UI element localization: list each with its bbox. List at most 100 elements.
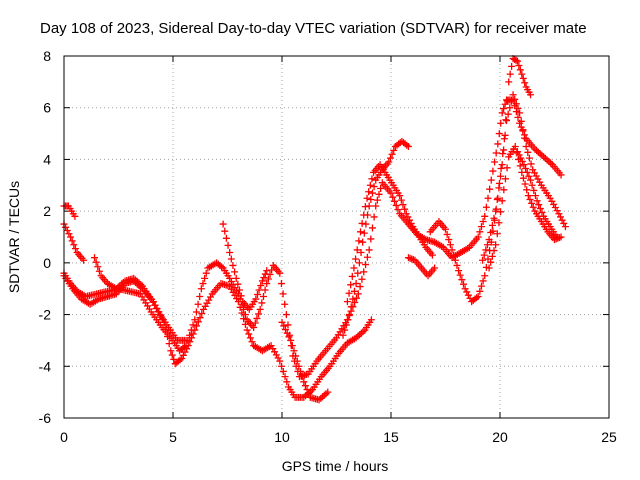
data-point: [550, 200, 558, 208]
data-point: [526, 196, 534, 204]
data-point: [536, 178, 544, 186]
data-point: [341, 326, 349, 334]
data-point: [281, 300, 289, 308]
data-point: [488, 252, 496, 260]
data-point: [504, 110, 512, 118]
data-point: [350, 264, 358, 272]
data-point: [303, 386, 311, 394]
data-point: [455, 267, 463, 275]
data-point: [200, 305, 208, 313]
data-point: [264, 275, 272, 283]
data-point: [490, 214, 498, 222]
series-track-10: [404, 254, 439, 280]
data-point: [288, 342, 296, 350]
data-point: [194, 300, 202, 308]
data-point: [301, 382, 309, 390]
data-point: [227, 255, 235, 263]
data-point: [477, 223, 485, 231]
data-point: [246, 334, 254, 342]
data-point: [388, 150, 396, 158]
data-point: [198, 310, 206, 318]
data-point: [359, 238, 367, 246]
series-track-6: [219, 220, 271, 313]
data-point: [274, 354, 282, 362]
data-point: [512, 108, 520, 116]
data-point: [176, 356, 184, 364]
data-point: [479, 217, 487, 225]
data-point: [259, 292, 267, 300]
y-tick-label: 2: [43, 203, 51, 219]
data-point: [298, 373, 306, 381]
data-point: [281, 373, 289, 381]
data-point: [548, 197, 556, 205]
data-point: [276, 269, 284, 277]
data-point: [305, 389, 313, 397]
data-point: [553, 207, 561, 215]
y-tick-label: 8: [43, 48, 51, 64]
data-point: [368, 175, 376, 183]
data-point: [206, 293, 214, 301]
data-point: [476, 228, 484, 236]
data-point: [479, 256, 487, 264]
data-point: [317, 394, 325, 402]
data-point: [518, 157, 526, 165]
data-point: [533, 197, 541, 205]
data-point: [456, 271, 464, 279]
data-point: [255, 310, 263, 318]
data-point: [91, 254, 99, 262]
data-point: [68, 237, 76, 245]
data-point: [231, 268, 239, 276]
data-point: [502, 116, 510, 124]
data-point: [390, 146, 398, 154]
data-point: [431, 264, 439, 272]
data-point: [513, 57, 521, 65]
data-point: [352, 280, 360, 288]
data-point: [290, 347, 298, 355]
data-point: [394, 206, 402, 214]
data-point: [512, 56, 520, 64]
y-tick-label: -4: [39, 358, 52, 374]
data-point: [516, 109, 524, 117]
data-point: [193, 322, 201, 330]
data-point: [497, 119, 505, 127]
series-track-13: [513, 148, 561, 241]
data-point: [189, 330, 197, 338]
data-point: [353, 246, 361, 254]
data-point: [558, 216, 566, 224]
data-point: [404, 213, 412, 221]
data-point: [263, 267, 271, 275]
data-point: [406, 216, 414, 224]
data-point: [232, 274, 240, 282]
data-point: [373, 196, 381, 204]
data-point: [448, 246, 456, 254]
data-point: [370, 213, 378, 221]
data-point: [520, 161, 528, 169]
data-point: [511, 143, 519, 150]
data-point: [368, 189, 376, 197]
series-track-14: [485, 143, 565, 272]
data-point: [531, 192, 539, 200]
data-point: [517, 117, 525, 125]
data-point: [261, 270, 269, 278]
data-point: [390, 197, 398, 205]
data-point: [362, 261, 370, 269]
data-point: [348, 272, 356, 280]
data-point: [506, 104, 514, 112]
data-point: [179, 351, 187, 359]
grid-lines: [64, 56, 609, 418]
data-point: [283, 378, 291, 386]
data-point: [282, 311, 290, 319]
data-point: [514, 113, 522, 121]
data-point: [354, 290, 362, 298]
data-point: [368, 224, 376, 232]
x-tick-label: 10: [274, 429, 290, 445]
data-point: [253, 291, 261, 299]
data-point: [258, 277, 266, 285]
data-point: [235, 286, 243, 294]
data-point: [367, 316, 375, 324]
data-point: [231, 291, 239, 299]
data-point: [535, 201, 543, 209]
data-point: [481, 212, 489, 220]
data-point: [402, 210, 410, 218]
data-point: [92, 258, 100, 266]
